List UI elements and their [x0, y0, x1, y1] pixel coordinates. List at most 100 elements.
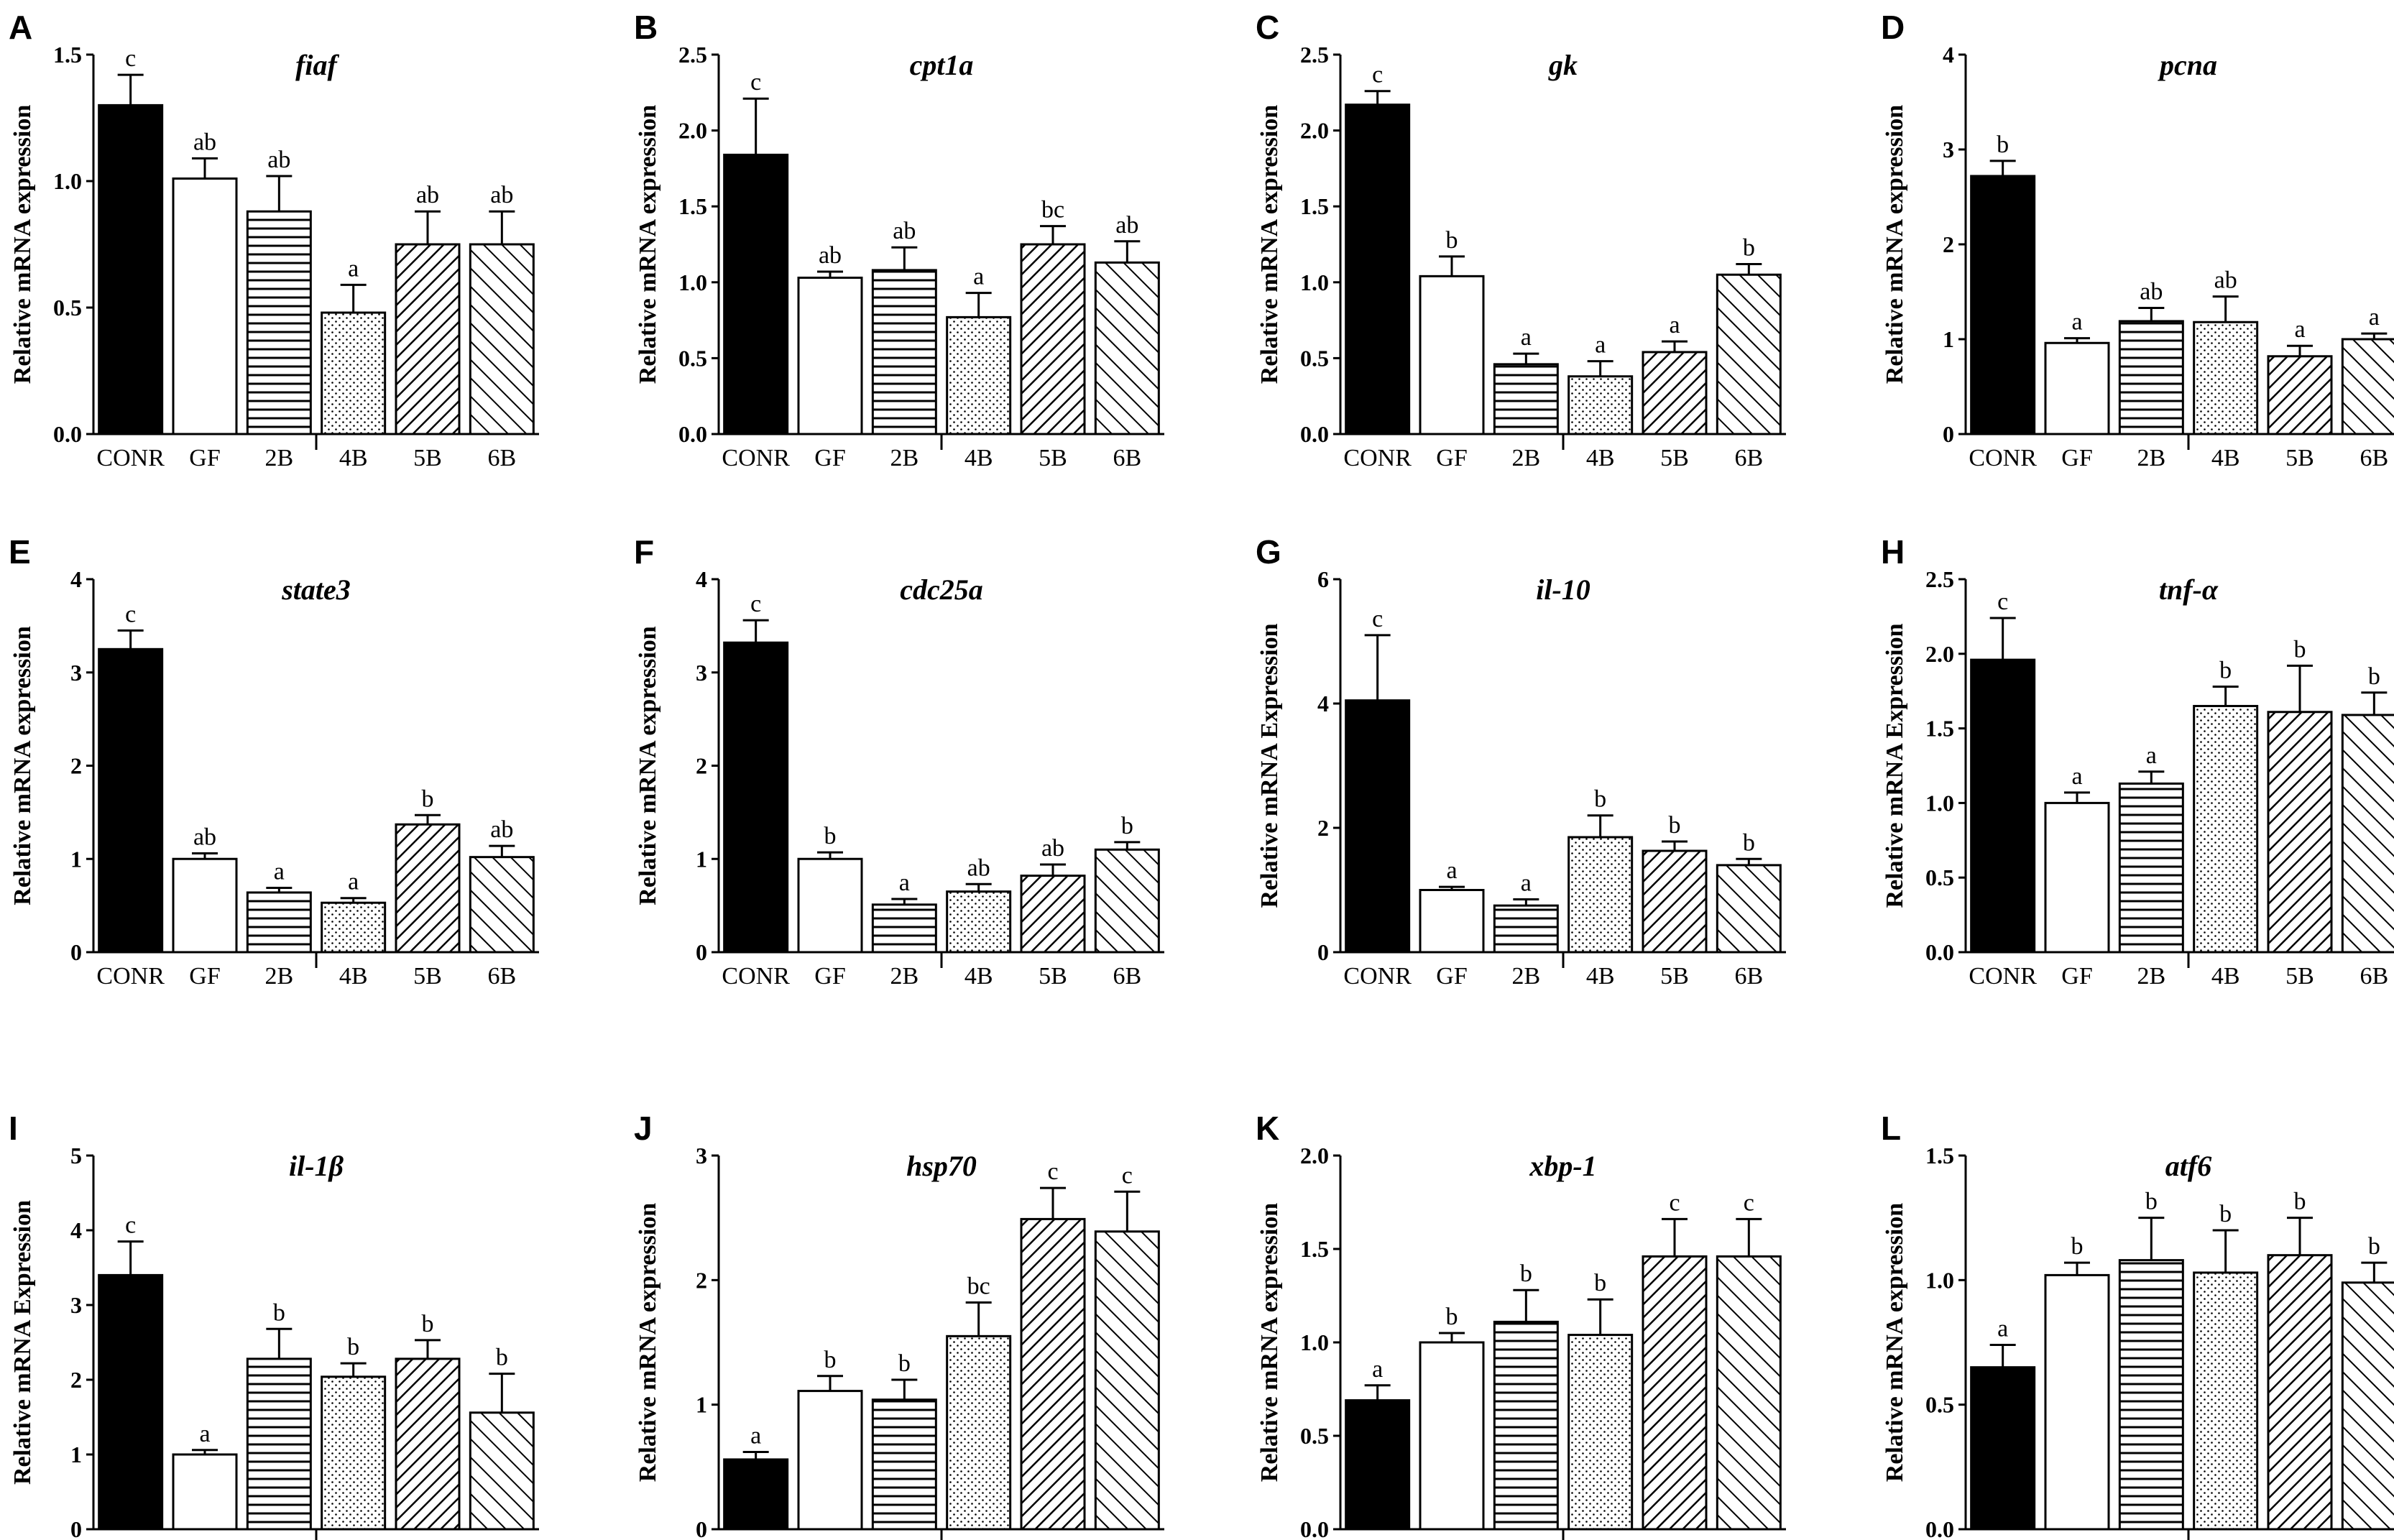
significance-letter: b: [1121, 813, 1133, 839]
bar-5b: [1020, 243, 1086, 435]
panel-d: D 0 1 2 3 4 Relative mRNA expression pcna b CONR a…: [1881, 9, 2394, 471]
bar-4b: [946, 1334, 1012, 1531]
bar-2b: [871, 903, 937, 954]
y-tick-label: 0.0: [1300, 1516, 1329, 1540]
significance-letter: c: [125, 45, 136, 72]
significance-letter: ab: [416, 182, 439, 208]
y-tick-label: 0.5: [1925, 864, 1954, 890]
panel-a: A 0.0 0.5 1.0 1.5 Relative mRNA expression fia…: [9, 9, 539, 471]
x-tick-label: 2B: [264, 963, 293, 990]
significance-letter: b: [1446, 227, 1458, 254]
significance-letter: a: [348, 255, 359, 282]
significance-letter: b: [1594, 786, 1606, 813]
gene-title: gk: [1548, 49, 1578, 81]
y-tick-label: 1.0: [1300, 1329, 1329, 1355]
significance-letter: c: [1669, 1189, 1680, 1216]
significance-letter: a: [750, 1423, 761, 1449]
bar-5b: [395, 823, 461, 954]
bar-conr: [723, 1458, 789, 1531]
y-axis-label: Relative mRNA expression: [1882, 1203, 1908, 1483]
gene-title: cpt1a: [910, 49, 974, 81]
significance-letter: b: [347, 1334, 359, 1360]
bar-gf: [1419, 275, 1485, 435]
bar-4b: [1567, 1334, 1634, 1531]
significance-letter: c: [125, 601, 136, 627]
bar-gf: [172, 857, 238, 954]
bar-6b: [1716, 864, 1782, 954]
bar-5b: [2267, 1254, 2333, 1531]
y-tick-label: 2.0: [678, 118, 707, 144]
x-tick-label: 6B: [487, 445, 516, 471]
bar-6b: [2341, 338, 2394, 435]
bar-conr: [1345, 1399, 1411, 1531]
panel-letter: G: [1256, 533, 1281, 571]
gene-title: il-10: [1536, 573, 1590, 606]
y-tick-label: 0: [696, 1516, 707, 1540]
x-tick-label: CONR: [1969, 445, 2037, 471]
bar-conr: [1345, 103, 1411, 435]
bar-2b: [246, 1357, 312, 1531]
y-tick-label: 0: [1943, 421, 1954, 447]
significance-letter: a: [1521, 870, 1532, 896]
bar-2b: [871, 1398, 937, 1531]
panel-b: B 0.0 0.5 1.0 1.5 2.0 2.5 Relative mRNA express…: [634, 9, 1164, 471]
bar-5b: [1642, 1255, 1708, 1531]
bar-6b: [1094, 848, 1160, 954]
y-tick-label: 1: [70, 846, 82, 872]
x-tick-label: GF: [189, 445, 220, 471]
significance-letter: b: [2145, 1189, 2158, 1215]
x-tick-label: 5B: [1660, 445, 1689, 471]
x-tick-label: 6B: [1113, 445, 1141, 471]
y-tick-label: 0.0: [1925, 1516, 1954, 1540]
y-tick-label: 1.0: [678, 269, 707, 295]
bar-conr: [723, 641, 789, 954]
significance-letter: b: [824, 1347, 837, 1373]
x-tick-label: 6B: [1734, 963, 1763, 990]
bar-gf: [2044, 1273, 2110, 1531]
significance-letter: a: [2369, 304, 2380, 331]
significance-letter: a: [1997, 1315, 2008, 1342]
y-tick-label: 0.5: [1300, 345, 1329, 371]
x-tick-label: 4B: [2211, 963, 2240, 990]
bar-conr: [1970, 658, 2036, 954]
y-axis-label: Relative mRNA expression: [1882, 105, 1908, 384]
bar-4b: [1567, 375, 1634, 435]
x-tick-label: GF: [814, 963, 845, 990]
bar-2b: [2118, 320, 2184, 435]
x-tick-label: 2B: [1511, 963, 1540, 990]
panel-letter: E: [9, 533, 31, 571]
bar-6b: [469, 243, 535, 435]
significance-letter: c: [125, 1212, 136, 1239]
gene-title: fiaf: [295, 49, 339, 81]
bar-2b: [2118, 782, 2184, 954]
bar-5b: [2267, 711, 2333, 954]
x-tick-label: 5B: [413, 445, 442, 471]
x-tick-label: 5B: [2285, 963, 2314, 990]
y-tick-label: 0.0: [1925, 939, 1954, 965]
significance-letter: b: [273, 1299, 285, 1326]
x-tick-label: CONR: [96, 445, 165, 471]
bar-5b: [395, 1357, 461, 1531]
significance-letter: a: [2071, 309, 2082, 336]
x-tick-label: GF: [2061, 963, 2092, 990]
bar-6b: [1094, 261, 1160, 435]
significance-letter: ab: [2140, 278, 2163, 305]
significance-letter: c: [750, 591, 761, 617]
bar-2b: [1493, 904, 1559, 954]
bar-4b: [321, 311, 387, 435]
bar-6b: [2341, 714, 2394, 954]
significance-letter: b: [2219, 657, 2232, 683]
bar-2b: [1493, 363, 1559, 435]
bar-2b: [2118, 1259, 2184, 1531]
panel-f: F 0 1 2 3 4 Relative mRNA expression cdc25a c CON…: [634, 533, 1164, 990]
significance-letter: b: [1520, 1260, 1532, 1287]
x-tick-label: 6B: [2360, 445, 2388, 471]
bar-4b: [1567, 836, 1634, 954]
gene-title: xbp-1: [1529, 1150, 1596, 1182]
y-tick-label: 2.0: [1300, 1143, 1329, 1168]
significance-letter: c: [750, 69, 761, 96]
significance-letter: ab: [967, 854, 990, 881]
bar-5b: [1020, 1217, 1086, 1531]
bar-gf: [1419, 889, 1485, 954]
y-axis-label: Relative mRNA expression: [635, 105, 661, 384]
